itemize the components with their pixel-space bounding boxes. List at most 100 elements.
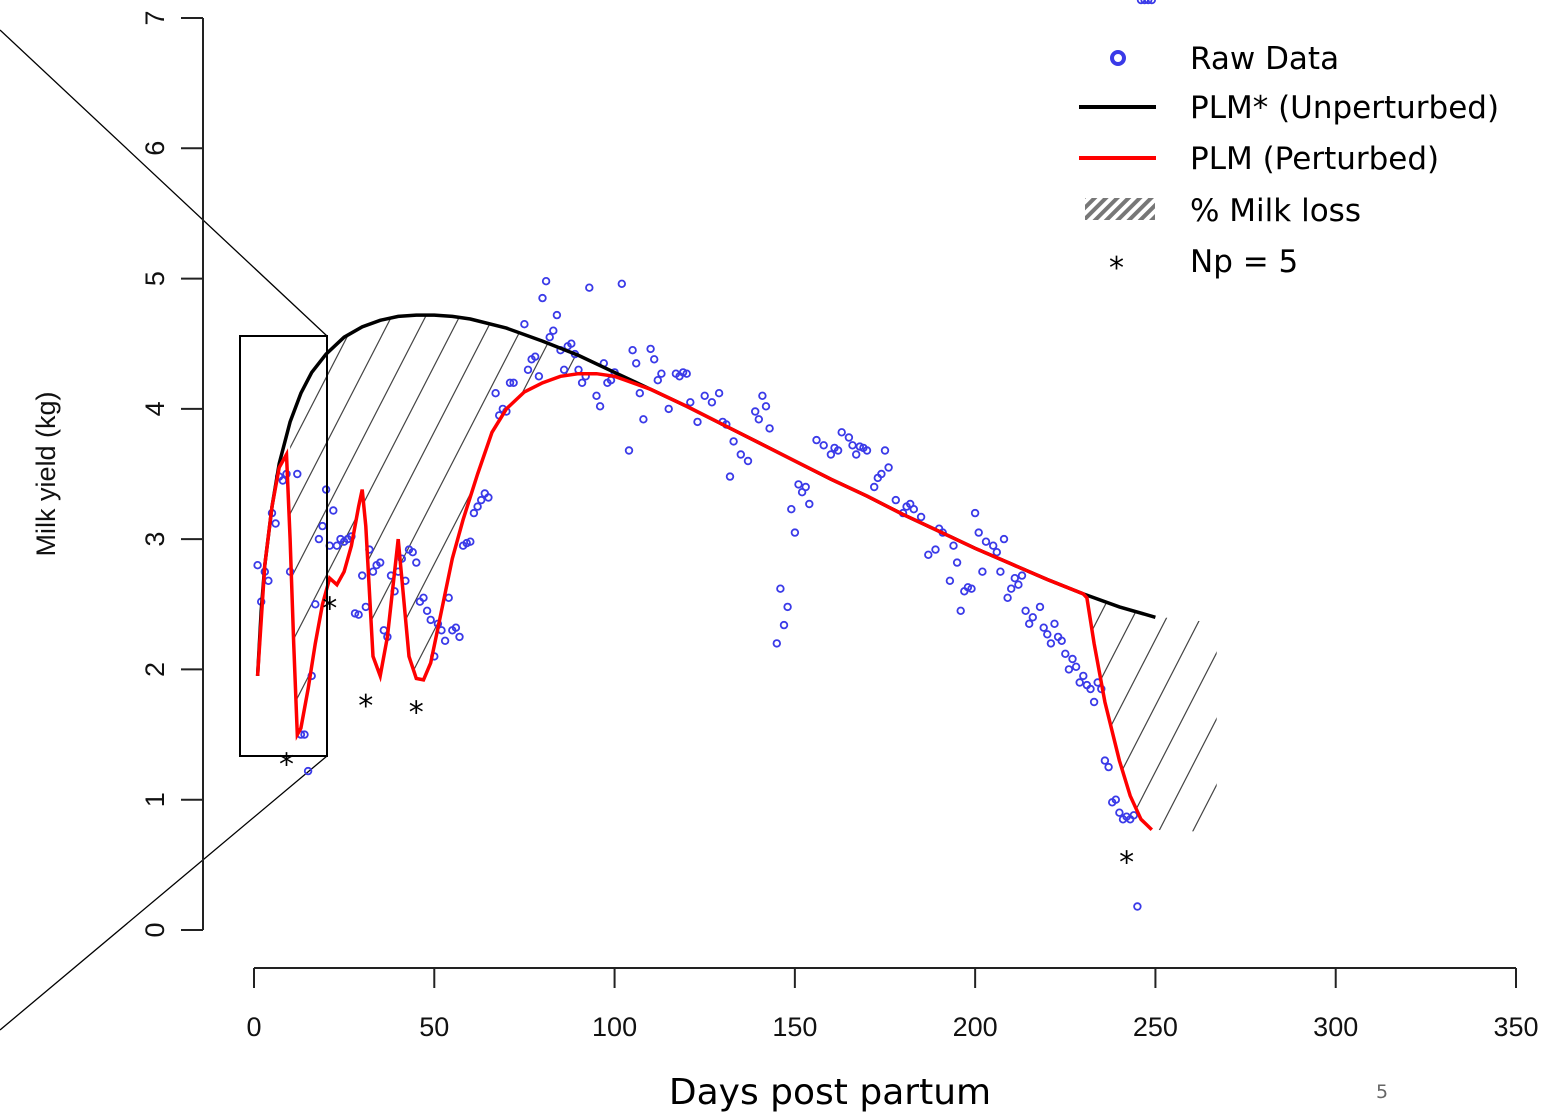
raw-data-point — [956, 606, 965, 615]
raw-data-point — [422, 606, 432, 615]
hatch-line — [517, 315, 586, 735]
hatch-line — [347, 315, 586, 735]
raw-data-point — [379, 626, 388, 635]
raw-data-point — [891, 495, 900, 505]
raw-data-point — [332, 541, 342, 550]
page-number: 5 — [1376, 1081, 1388, 1103]
raw-data-point — [1071, 662, 1081, 671]
raw-data-point — [1115, 808, 1124, 817]
hatch-line — [290, 315, 586, 735]
raw-data-point — [790, 528, 800, 537]
raw-data-point — [1089, 697, 1099, 707]
perturbation-marker: * — [358, 689, 373, 724]
raw-data-point — [264, 576, 273, 585]
hatch-line — [1086, 595, 1217, 833]
hatch-line — [0, 0, 168, 930]
y-axis-label: Milk yield (kg) — [31, 391, 61, 556]
hatch-line — [1086, 595, 1217, 833]
raw-data-point — [924, 550, 933, 559]
raw-data-point — [1068, 654, 1077, 664]
raw-data-point — [801, 482, 810, 492]
raw-data-point — [776, 584, 785, 593]
raw-data-point — [1039, 623, 1048, 632]
raw-data-point — [949, 541, 958, 550]
raw-data-point — [884, 463, 893, 472]
raw-data-point — [632, 359, 641, 368]
raw-data-point — [639, 415, 648, 424]
raw-data-point — [531, 352, 540, 361]
y-axis: 0 1 2 3 4 5 6 7 — [140, 10, 204, 938]
hatch-line — [1107, 595, 1217, 833]
raw-data-point — [635, 389, 644, 398]
raw-data-point — [477, 495, 486, 505]
raw-data-point — [812, 435, 821, 445]
hatch-line — [1141, 595, 1217, 833]
raw-data-point — [585, 283, 594, 292]
x-axis: 0 50 100 150 200 250 300 350 — [246, 967, 1539, 1042]
legend-np-label: Np = 5 — [1190, 244, 1298, 280]
hatch-line — [290, 315, 509, 735]
raw-data-point — [534, 372, 544, 381]
raw-data-point — [700, 391, 709, 400]
plm-unperturbed-line — [255, 313, 1156, 676]
raw-data-point — [592, 391, 601, 400]
raw-data-point — [1079, 671, 1088, 681]
raw-data-point — [996, 567, 1005, 576]
y-tick-label: 0 — [140, 922, 170, 937]
raw-data-point — [970, 508, 980, 518]
raw-data-point — [1147, 0, 1156, 5]
raw-data-point — [567, 339, 576, 348]
hatch-line — [290, 315, 586, 735]
hatch-line — [290, 315, 586, 735]
legend-perturbed-label: PLM (Perturbed) — [1190, 141, 1439, 177]
raw-data-point — [419, 593, 428, 602]
raw-data-point — [1021, 606, 1030, 615]
raw-data-point — [880, 446, 890, 455]
raw-data-point — [693, 417, 702, 427]
raw-data-point — [787, 505, 796, 514]
raw-data-point — [989, 541, 998, 550]
raw-data-point — [314, 534, 324, 544]
x-tick-label: 50 — [419, 1012, 449, 1042]
raw-data-point — [1104, 762, 1113, 772]
perturbation-marker: * — [279, 748, 294, 783]
hatch-line — [688, 0, 1188, 930]
hatch-line — [0, 0, 134, 930]
raw-data-point — [1129, 811, 1138, 820]
raw-data-point — [552, 310, 562, 320]
raw-data-point — [1043, 630, 1052, 639]
raw-data-point — [354, 610, 363, 619]
raw-data-point — [931, 545, 940, 554]
raw-data-point — [549, 326, 558, 335]
raw-data-points — [253, 0, 1156, 911]
raw-data-point — [509, 378, 518, 387]
hatch-line — [290, 315, 586, 735]
raw-data-point — [862, 446, 872, 455]
raw-data-point — [751, 407, 760, 416]
hatch-line — [654, 0, 1154, 930]
raw-data-point — [1024, 619, 1034, 628]
raw-data-point — [714, 389, 724, 398]
raw-data-point — [1140, 0, 1149, 5]
raw-data-point — [1100, 756, 1110, 765]
milk-loss-hatch-area-late — [1086, 0, 1563, 930]
hatch-line — [1086, 595, 1217, 833]
raw-data-point — [271, 519, 280, 528]
raw-data-point — [686, 398, 695, 407]
hatch-line — [290, 315, 475, 735]
raw-data-point — [729, 437, 738, 446]
raw-data-point — [765, 424, 774, 433]
raw-data-point — [999, 534, 1009, 544]
raw-data-point — [657, 369, 666, 378]
plm-perturbed-line — [255, 371, 1154, 831]
hatch-line — [1244, 0, 1563, 930]
raw-data-point — [484, 493, 493, 502]
raw-data-point — [624, 446, 634, 455]
raw-data-point — [559, 365, 569, 374]
raw-data-point — [545, 333, 554, 342]
raw-data-point — [1035, 602, 1045, 612]
raw-data-point — [736, 450, 745, 459]
raw-data-point — [451, 623, 461, 632]
raw-data-point — [909, 505, 918, 514]
